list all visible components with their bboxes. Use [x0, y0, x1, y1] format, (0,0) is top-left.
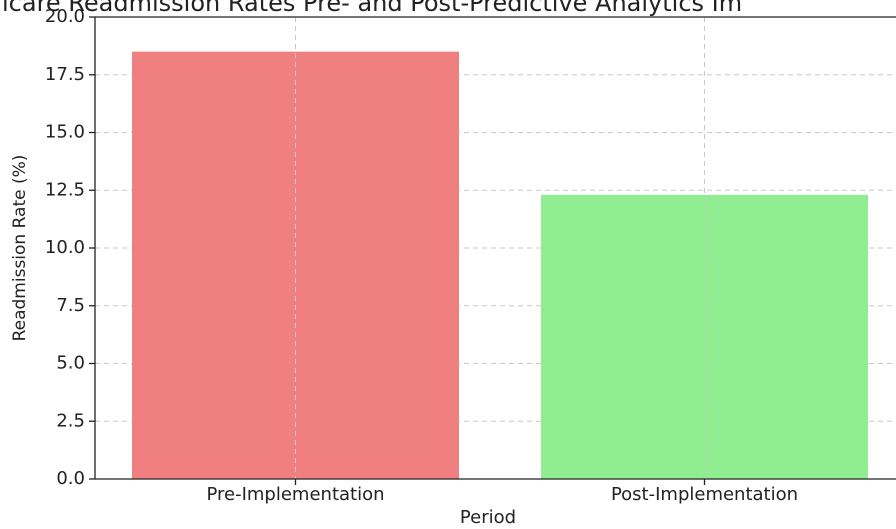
- y-tick-label: 2.5: [56, 410, 85, 431]
- y-tick-label: 20.0: [45, 6, 85, 27]
- y-tick-label: 10.0: [45, 237, 85, 258]
- y-tick-label: 7.5: [56, 295, 85, 316]
- y-tick-label: 0.0: [56, 468, 85, 489]
- y-tick-label: 17.5: [45, 64, 85, 85]
- x-tick-label: Post-Implementation: [611, 484, 798, 505]
- y-tick-label: 5.0: [56, 353, 85, 374]
- x-axis-label: Period: [460, 507, 516, 528]
- x-tick-label: Pre-Implementation: [206, 484, 384, 505]
- y-tick-label: 15.0: [45, 122, 85, 143]
- chart-title: icare Readmission Rates Pre- and Post-Pr…: [2, 0, 742, 17]
- y-axis-label: Readmission Rate (%): [10, 155, 30, 342]
- y-tick-label: 12.5: [45, 179, 85, 200]
